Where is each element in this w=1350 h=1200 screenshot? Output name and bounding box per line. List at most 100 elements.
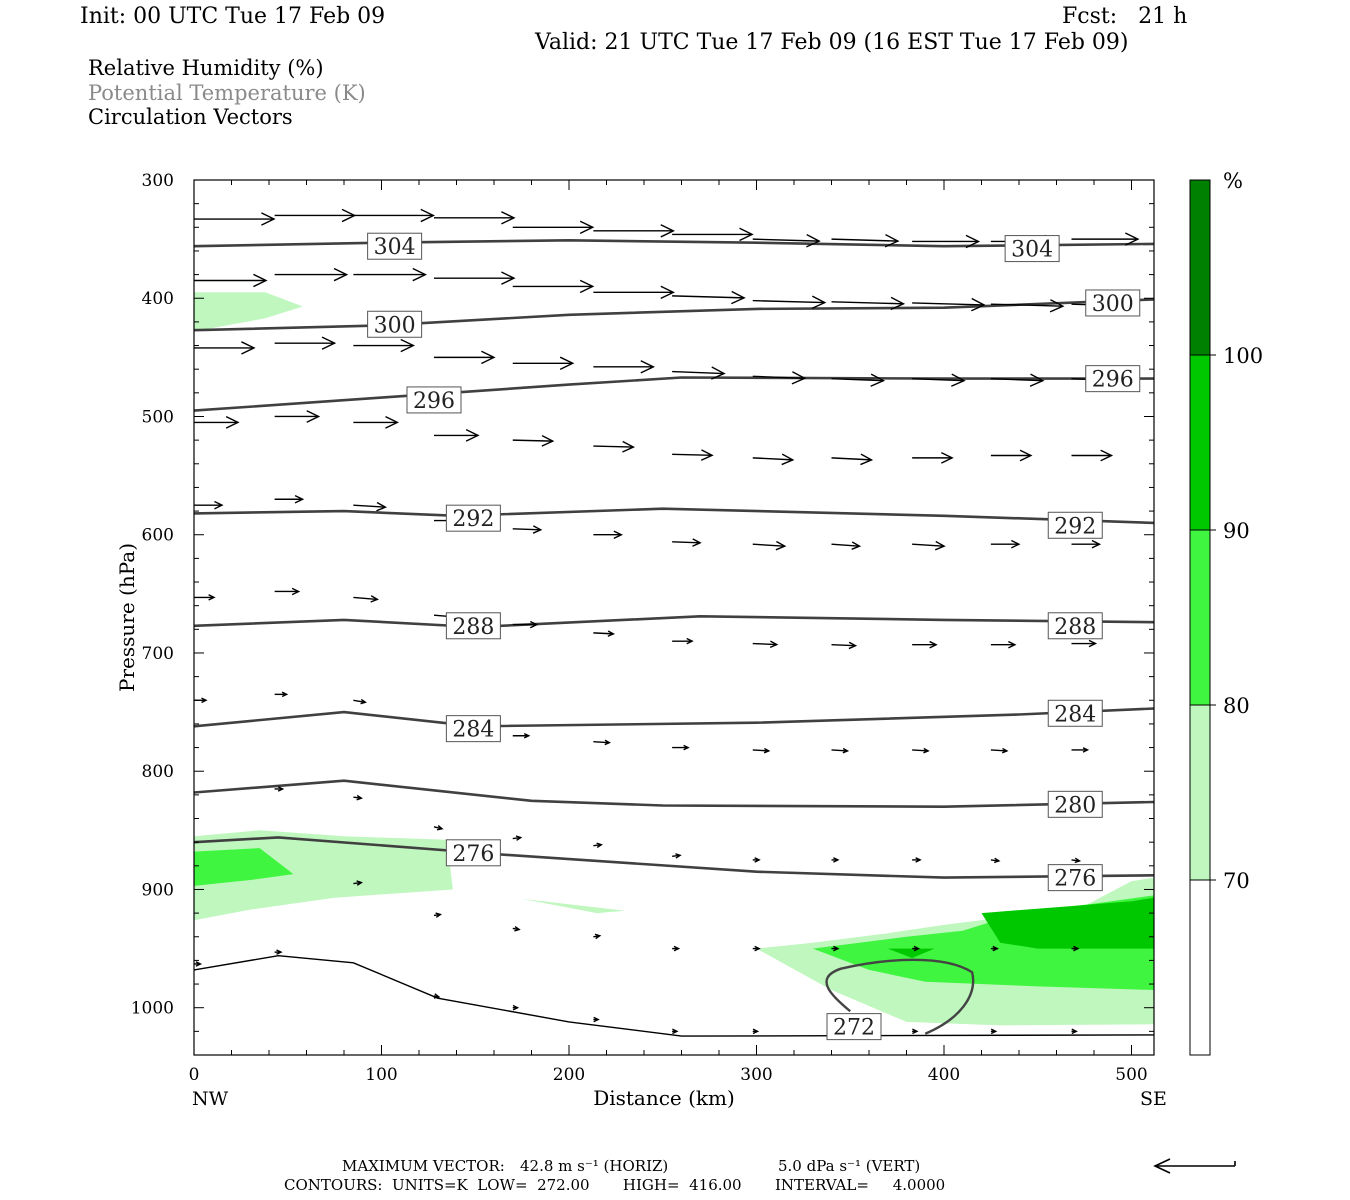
circulation-vector — [831, 373, 886, 387]
legend-relative-humidity: Relative Humidity (%) — [88, 56, 324, 80]
vector-shaft — [831, 457, 872, 461]
vector-head — [754, 857, 761, 863]
vector-head — [481, 350, 496, 365]
colorbar-level-90: 90 — [1223, 519, 1250, 543]
contour-label-box — [445, 715, 501, 743]
circulation-vector — [353, 794, 363, 801]
circulation-vector — [512, 1004, 520, 1011]
vector-head — [915, 857, 922, 863]
contour-label-box — [445, 504, 501, 532]
contour-label-300: 300 — [1092, 292, 1134, 317]
theta-contour-288 — [194, 614, 1154, 629]
vector-shaft — [752, 749, 769, 752]
circulation-vector — [990, 857, 1001, 864]
circulation-vector — [434, 350, 496, 365]
colorbar-level-80: 80 — [1223, 694, 1250, 718]
vector-shaft — [990, 749, 1007, 752]
theta-contour-300 — [194, 298, 1154, 332]
vector-head — [971, 297, 986, 312]
circulation-vector — [593, 360, 655, 374]
vector-head — [294, 494, 305, 504]
y-axis-title: Pressure (hPa) — [115, 543, 139, 692]
circulation-vector — [752, 295, 827, 309]
circulation-vector — [672, 538, 702, 547]
circulation-vector — [353, 208, 435, 223]
vector-head — [465, 429, 480, 442]
vector-head — [842, 747, 850, 754]
vector-head — [253, 273, 268, 288]
circulation-vector — [593, 285, 675, 300]
circulation-vector — [831, 541, 862, 550]
vector-shaft — [912, 377, 965, 382]
x-end-label-se: SE — [1140, 1088, 1167, 1110]
contour-label-box — [1047, 511, 1103, 539]
vector-head — [860, 453, 874, 466]
theta-contour-272 — [194, 954, 1154, 1037]
circulation-vector — [194, 416, 240, 429]
vector-head — [1074, 857, 1082, 864]
vector-head — [214, 500, 224, 510]
circulation-vectors — [194, 208, 1140, 1035]
circulation-vector — [353, 880, 363, 886]
circulation-vector — [593, 630, 615, 637]
circulation-vector — [1071, 1028, 1078, 1035]
circulation-vector — [434, 429, 480, 442]
colorbar-level-100: 100 — [1223, 344, 1263, 368]
circulation-vector — [353, 416, 399, 429]
contour-label-288: 288 — [452, 615, 494, 640]
contour-label-292: 292 — [452, 507, 494, 532]
circulation-vector — [1071, 639, 1098, 648]
relative-humidity-shading — [194, 292, 1154, 1026]
vector-head — [321, 336, 337, 350]
vector-head — [501, 211, 516, 225]
theta-contour-272-closed — [825, 958, 975, 1035]
rh-region-80-90 — [194, 848, 294, 886]
circulation-vector — [512, 926, 521, 932]
circulation-vector — [672, 945, 681, 952]
circulation-vector — [912, 234, 981, 249]
vector-head — [529, 620, 539, 629]
circulation-vector — [433, 993, 441, 999]
circulation-vector — [752, 945, 761, 952]
circulation-vector — [433, 825, 444, 831]
theta-contour-304 — [194, 238, 1154, 248]
vector-head — [923, 747, 930, 754]
vector-head — [739, 227, 754, 242]
circulation-vector — [353, 698, 367, 705]
theta-contour-292 — [194, 507, 1154, 525]
legend-potential-temperature: Potential Temperature (K) — [88, 81, 366, 105]
circulation-vector — [912, 452, 954, 464]
contour-label-box — [1085, 365, 1141, 393]
vector-head — [261, 212, 276, 226]
vector-shaft — [512, 528, 541, 531]
circulation-vector — [752, 857, 761, 863]
circulation-vector — [512, 279, 595, 294]
vector-head — [1082, 747, 1090, 753]
vector-head — [291, 587, 301, 596]
vector-shaft — [831, 643, 856, 647]
contour-label-box — [367, 232, 423, 260]
circulation-vector — [672, 637, 694, 645]
contour-label-272: 272 — [833, 1016, 875, 1041]
circulation-vector — [990, 449, 1033, 462]
circulation-vector — [512, 835, 523, 841]
vector-head — [385, 416, 399, 429]
circulation-vector — [593, 1016, 600, 1023]
vector-head — [306, 410, 321, 423]
circulation-vector — [353, 501, 387, 512]
vector-shaft — [831, 377, 884, 382]
circulation-vector — [672, 744, 690, 751]
contour-label-box — [367, 310, 423, 338]
theta-contour-296 — [194, 376, 1154, 412]
vector-shaft — [593, 740, 610, 744]
contour-label-box — [1047, 612, 1103, 640]
forecast-hour-label: Fcst: 21 h — [1062, 4, 1188, 29]
vector-head — [941, 452, 954, 464]
circulation-vector — [990, 945, 999, 952]
vector-head — [281, 691, 289, 698]
y-tick-label: 900 — [142, 880, 174, 900]
circulation-vector — [434, 211, 516, 225]
vector-head — [594, 933, 602, 940]
rh-region-70-80 — [522, 898, 626, 914]
circulation-vector — [274, 208, 357, 223]
